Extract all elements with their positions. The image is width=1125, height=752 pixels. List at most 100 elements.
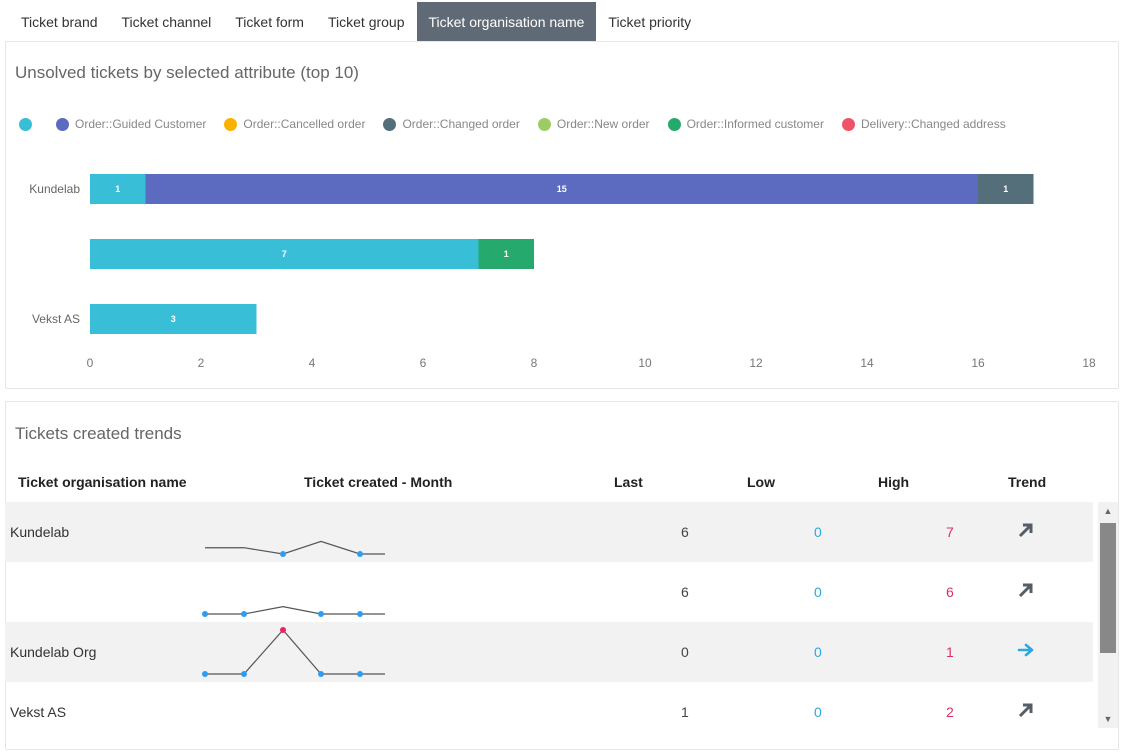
col-header-high[interactable]: High (878, 474, 910, 490)
bar-segment[interactable] (90, 239, 479, 269)
low-value-cell: 0 (814, 524, 822, 540)
sparkline-point[interactable] (202, 611, 208, 617)
tab-1[interactable]: Ticket channel (121, 14, 212, 30)
high-value-cell: 6 (946, 584, 954, 600)
legend-item-1[interactable]: Order::Guided Customer (56, 117, 206, 131)
bar-value-label: 3 (171, 314, 176, 324)
sparkline-point[interactable] (357, 671, 363, 677)
x-tick-label: 12 (749, 356, 763, 370)
low-value-cell: 0 (814, 584, 822, 600)
up-right-arrow-icon (1016, 580, 1036, 600)
x-tick-label: 8 (531, 356, 538, 370)
unsolved-bar-chart: 0 2 4 6 8 10 12 14 16 18 Kundelab 1 15 1 7 1 Vekst AS 3 (29, 174, 1096, 370)
category-label: Kundelab (29, 182, 80, 196)
high-value-cell: 2 (946, 704, 954, 720)
col-header-trend[interactable]: Trend (1008, 474, 1047, 490)
org-name-cell: Kundelab Org (10, 644, 97, 660)
sparkline-point[interactable] (280, 627, 286, 633)
legend-item-3[interactable]: Order::Changed order (383, 117, 520, 131)
table-row[interactable]: Vekst AS 1 0 2 (5, 682, 1093, 742)
tab-4[interactable]: Ticket organisation name (416, 2, 597, 43)
trends-panel (5, 401, 1119, 750)
sparkline-point[interactable] (241, 671, 247, 677)
legend-swatch (841, 117, 855, 131)
sparkline-path (205, 606, 385, 615)
legend-label: Order::Guided Customer (75, 117, 207, 131)
sparkline (202, 627, 385, 677)
right-arrow-icon (1016, 640, 1036, 660)
sparkline-point[interactable] (202, 671, 208, 677)
col-header-name[interactable]: Ticket organisation name (18, 474, 187, 490)
up-right-arrow-icon (1016, 520, 1036, 540)
bar-segment[interactable] (978, 174, 1034, 204)
bar-segment[interactable] (478, 239, 535, 269)
x-tick-label: 2 (198, 356, 205, 370)
table-row[interactable]: Kundelab 6 0 7 (5, 502, 1093, 562)
bar-value-label: 15 (557, 184, 567, 194)
bar-segment[interactable] (90, 174, 146, 204)
sparkline-point[interactable] (241, 611, 247, 617)
legend-swatch (667, 117, 681, 131)
legend-label: Order::Informed customer (686, 117, 824, 131)
scroll-down-icon[interactable]: ▼ (1103, 714, 1113, 724)
legend-item-0[interactable] (19, 117, 38, 131)
table-row[interactable]: Kundelab Org 0 0 1 (5, 622, 1093, 682)
legend-label: Order::Changed order (402, 117, 520, 131)
legend-item-4[interactable]: Order::New order (537, 117, 650, 131)
bar-value-label: 1 (115, 184, 120, 194)
scroll-up-icon[interactable]: ▲ (1103, 506, 1113, 516)
legend-label: Order::Cancelled order (243, 117, 366, 131)
tab-2[interactable]: Ticket form (235, 14, 304, 30)
legend-label: Delivery::Changed address (860, 117, 1006, 131)
legend-item-6[interactable]: Delivery::Changed address (841, 117, 1006, 131)
bar-value-label: 7 (282, 249, 287, 259)
table-scrollbar[interactable]: ▲ ▼ (1098, 502, 1118, 728)
legend-swatch (383, 117, 397, 131)
bar-value-label: 1 (504, 249, 509, 259)
last-value-cell: 1 (681, 704, 689, 720)
sparkline-path (205, 540, 385, 555)
org-name-cell: Vekst AS (10, 704, 67, 720)
tab-0[interactable]: Ticket brand (21, 14, 98, 30)
sparkline-point[interactable] (318, 611, 324, 617)
last-value-cell: 0 (681, 644, 689, 660)
sparkline-point[interactable] (357, 551, 363, 557)
table-row[interactable]: 6 0 6 (5, 562, 1093, 622)
sparkline (202, 606, 385, 617)
col-header-month[interactable]: Ticket created - Month (304, 474, 453, 490)
sparkline-point[interactable] (280, 551, 286, 557)
chart-legend: Order::Guided Customer Order::Cancelled o… (19, 115, 1024, 133)
last-value-cell: 6 (681, 524, 689, 540)
unsolved-panel-title: Unsolved tickets by selected attribute (… (15, 63, 359, 82)
x-tick-label: 10 (638, 356, 652, 370)
up-right-arrow-icon (1016, 700, 1036, 720)
legend-swatch (19, 117, 32, 131)
bar-segment[interactable] (145, 174, 979, 204)
tab-5[interactable]: Ticket priority (608, 14, 692, 30)
trends-panel-title: Tickets created trends (15, 424, 182, 443)
category-label: Vekst AS (32, 312, 80, 326)
low-value-cell: 0 (814, 644, 822, 660)
high-value-cell: 1 (946, 644, 954, 660)
sparkline (5, 682, 385, 742)
col-header-last[interactable]: Last (614, 474, 643, 490)
bar-segment[interactable] (90, 304, 257, 334)
sparkline-point[interactable] (318, 671, 324, 677)
x-tick-label: 18 (1082, 356, 1096, 370)
low-value-cell: 0 (814, 704, 822, 720)
org-name-cell: Kundelab (10, 524, 70, 540)
legend-item-2[interactable]: Order::Cancelled order (224, 117, 365, 131)
high-value-cell: 7 (946, 524, 954, 540)
col-header-low[interactable]: Low (747, 474, 775, 490)
bar-value-label: 1 (1003, 184, 1008, 194)
legend-item-5[interactable]: Order::Informed customer (667, 117, 824, 131)
x-tick-label: 6 (420, 356, 427, 370)
sparkline (205, 540, 385, 557)
tab-3[interactable]: Ticket group (327, 14, 405, 30)
sparkline-point[interactable] (357, 611, 363, 617)
scrollbar-thumb[interactable] (1100, 523, 1116, 653)
legend-swatch (224, 117, 238, 131)
legend-swatch (56, 117, 69, 131)
x-tick-label: 4 (309, 356, 316, 370)
last-value-cell: 6 (681, 584, 689, 600)
